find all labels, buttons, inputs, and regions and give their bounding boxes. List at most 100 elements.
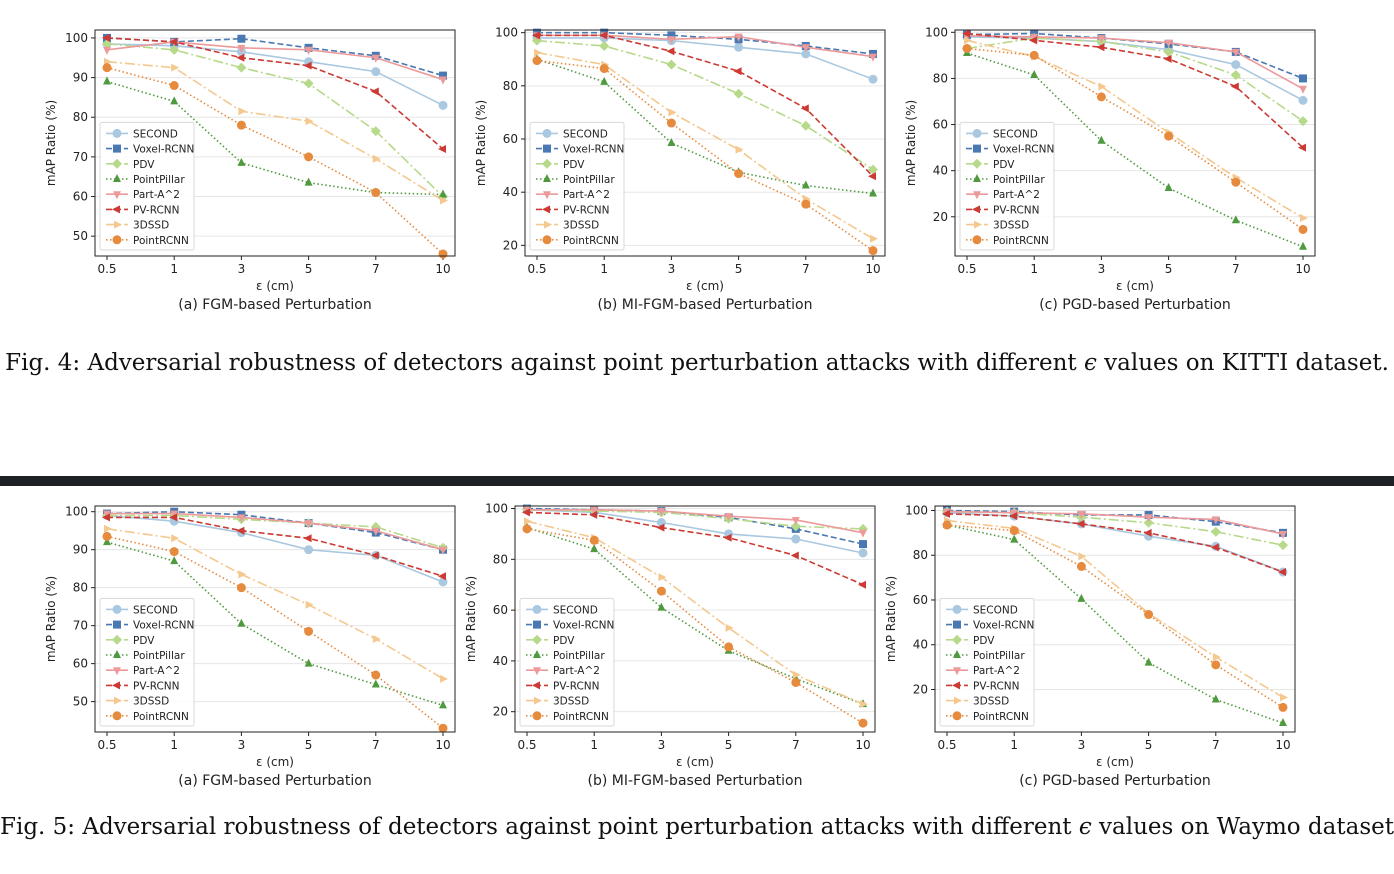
data-point-pv-rcnn bbox=[800, 104, 809, 113]
y-tick-label: 60 bbox=[73, 657, 88, 671]
y-tick-label: 80 bbox=[913, 548, 928, 562]
data-point-pointrcnn bbox=[236, 583, 246, 593]
series-line-pv-rcnn bbox=[106, 37, 444, 150]
data-point-pointpillar bbox=[103, 76, 111, 85]
y-tick-label: 100 bbox=[65, 31, 88, 45]
subcaption: (a) FGM-based Perturbation bbox=[178, 773, 371, 789]
data-point-3dssd bbox=[238, 107, 247, 116]
data-point-pointpillar bbox=[304, 177, 313, 186]
y-tick-label: 40 bbox=[933, 164, 948, 178]
data-point-3dssd bbox=[725, 623, 734, 632]
legend-marker-pv-rcnn bbox=[542, 205, 550, 214]
data-point-second bbox=[371, 67, 381, 77]
x-tick-label: 3 bbox=[658, 738, 666, 752]
data-point-pointrcnn bbox=[791, 677, 801, 687]
figure-5-caption-epsilon: ϵ bbox=[1078, 814, 1092, 840]
data-point-part-a-2 bbox=[1231, 48, 1240, 57]
subcaption: (b) MI-FGM-based Perturbation bbox=[598, 297, 813, 313]
data-point-3dssd bbox=[1280, 693, 1288, 702]
figure-4-caption: Fig. 4: Adversarial robustness of detect… bbox=[0, 350, 1394, 376]
y-tick-label: 80 bbox=[933, 71, 948, 85]
legend-label-pointrcnn: PointRCNN bbox=[973, 711, 1029, 723]
data-point-pdv bbox=[800, 120, 811, 131]
data-point-pointpillar bbox=[1279, 718, 1287, 727]
x-tick-label: 0.5 bbox=[517, 738, 536, 752]
y-tick-label: 90 bbox=[73, 71, 88, 85]
data-point-3dssd bbox=[171, 534, 180, 543]
data-point-pdv bbox=[1298, 116, 1308, 127]
data-point-pointrcnn bbox=[858, 718, 868, 728]
y-axis-label: mAP Ratio (%) bbox=[884, 576, 898, 662]
data-point-pointrcnn bbox=[656, 586, 666, 596]
series-line-pointpillar bbox=[946, 524, 1284, 724]
series-line-second bbox=[537, 37, 874, 80]
data-point-pointpillar bbox=[439, 700, 447, 709]
x-tick-label: 7 bbox=[372, 262, 380, 276]
data-point-pointrcnn bbox=[599, 64, 609, 74]
fig4-chart-pgd: 20 40 60 80 100 0.5 1 3 5 7 10 SECOND Voxel-RCNN PDV P… bbox=[904, 25, 1316, 313]
y-tick-label: 40 bbox=[913, 638, 928, 652]
legend-label-pointrcnn: PointRCNN bbox=[133, 711, 189, 723]
data-point-pdv bbox=[1143, 517, 1154, 528]
x-tick-label: 3 bbox=[1078, 738, 1086, 752]
data-point-part-a-2 bbox=[103, 510, 111, 519]
legend-label-part-a-2: Part-A^2 bbox=[973, 665, 1020, 677]
legend-marker-pointpillar bbox=[113, 650, 121, 658]
series-line-pdv bbox=[107, 514, 444, 549]
x-tick-label: 1 bbox=[1030, 262, 1038, 276]
data-point-pv-rcnn bbox=[532, 31, 540, 40]
series-part-a-2 bbox=[103, 510, 447, 555]
series-pointpillar bbox=[103, 537, 447, 709]
legend-label-3dssd: 3DSSD bbox=[133, 696, 169, 708]
legend-label-voxel-rcnn: Voxel-RCNN bbox=[973, 620, 1034, 632]
legend-marker-pointrcnn bbox=[972, 235, 982, 245]
legend-marker-pv-rcnn bbox=[972, 205, 980, 214]
x-tick-label: 1 bbox=[600, 262, 608, 276]
fig5-chart-pgd: 20 40 60 80 100 0.5 1 3 5 7 10 SECOND Voxel-RCNN PDV P… bbox=[884, 503, 1296, 789]
data-point-part-a-2 bbox=[734, 33, 743, 42]
legend-marker-second bbox=[112, 128, 122, 138]
data-point-3dssd bbox=[792, 670, 801, 679]
legend-marker-pv-rcnn bbox=[532, 681, 540, 690]
legend-marker-part-a-2 bbox=[533, 667, 541, 676]
data-point-part-a-2 bbox=[1211, 516, 1220, 525]
x-tick-label: 0.5 bbox=[97, 738, 116, 752]
series-line-pointrcnn bbox=[106, 66, 444, 255]
data-point-pdv bbox=[1230, 69, 1241, 80]
legend-label-part-a-2: Part-A^2 bbox=[993, 189, 1040, 201]
data-point-3dssd bbox=[964, 36, 972, 45]
data-point-pv-rcnn bbox=[942, 509, 950, 518]
data-point-pv-rcnn bbox=[723, 533, 732, 542]
legend-label-pv-rcnn: PV-RCNN bbox=[973, 680, 1020, 692]
legend-marker-pointrcnn bbox=[112, 711, 122, 721]
data-point-pv-rcnn bbox=[169, 513, 178, 522]
series-pv-rcnn bbox=[522, 508, 866, 589]
figure-4-section: 50 60 70 80 90 100 0.5 1 3 5 7 10 SECOND Voxel-RCNN PD… bbox=[0, 25, 1394, 376]
data-point-part-a-2 bbox=[304, 520, 313, 529]
series-line-second bbox=[946, 511, 1284, 573]
y-tick-label: 60 bbox=[493, 603, 508, 617]
legend-label-pdv: PDV bbox=[993, 159, 1015, 171]
legend-label-pv-rcnn: PV-RCNN bbox=[563, 204, 610, 216]
data-point-pv-rcnn bbox=[599, 31, 608, 40]
data-point-pointrcnn bbox=[1298, 224, 1308, 234]
data-point-pv-rcnn bbox=[102, 513, 110, 522]
series-line-second bbox=[966, 36, 1304, 102]
data-point-part-a-2 bbox=[371, 527, 380, 536]
data-point-pointpillar bbox=[1299, 241, 1307, 250]
data-point-second bbox=[791, 534, 801, 544]
legend-box bbox=[99, 597, 195, 727]
data-point-pdv bbox=[1278, 540, 1288, 551]
data-point-pointrcnn bbox=[801, 199, 811, 209]
series-line-part-a-2 bbox=[106, 41, 444, 81]
series-voxel-rcnn bbox=[943, 506, 1287, 537]
legend-label-3dssd: 3DSSD bbox=[553, 696, 589, 708]
legend-marker-second bbox=[532, 604, 542, 614]
data-point-3dssd bbox=[658, 573, 667, 582]
x-tick-label: 0.5 bbox=[527, 262, 546, 276]
series-line-part-a-2 bbox=[946, 510, 1284, 535]
data-point-pointpillar bbox=[304, 658, 313, 667]
data-point-pointrcnn bbox=[169, 547, 179, 557]
data-point-pointrcnn bbox=[1211, 660, 1221, 670]
data-point-part-a-2 bbox=[1164, 39, 1173, 48]
